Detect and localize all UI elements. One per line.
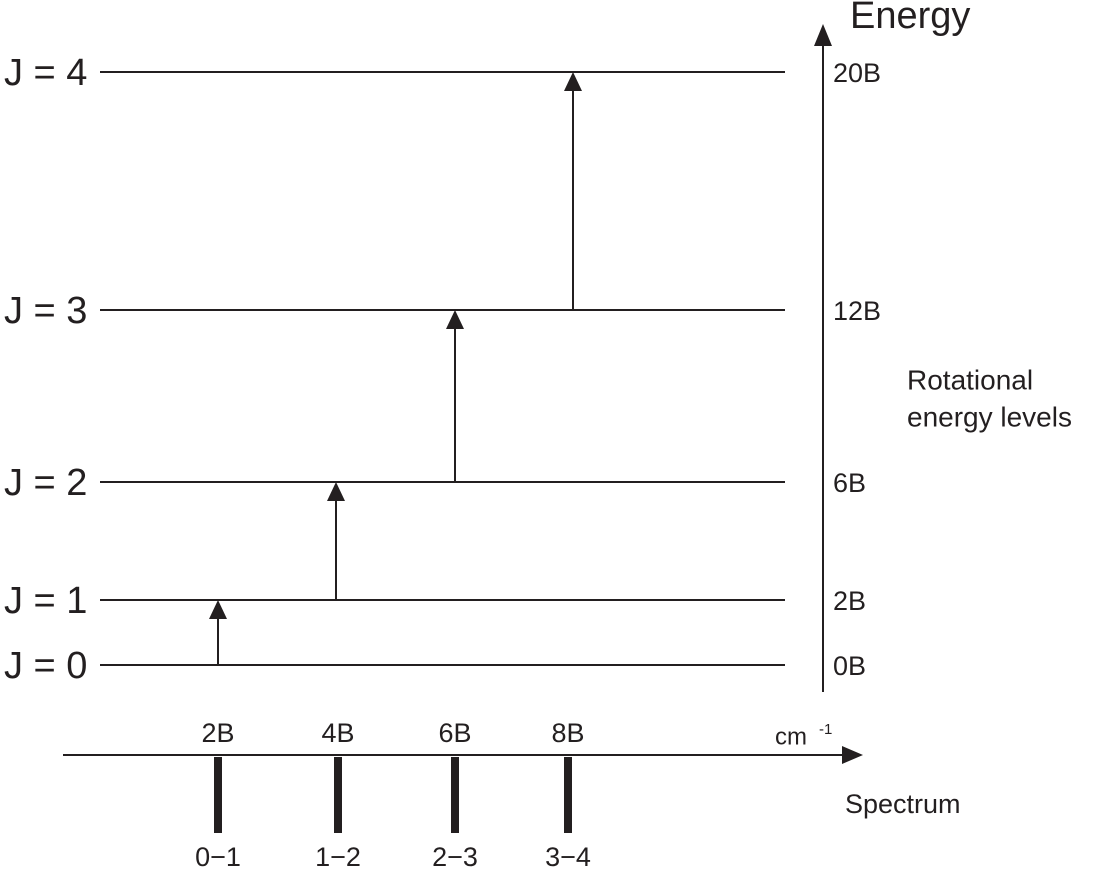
transition-arrowhead: [209, 600, 227, 619]
level-label: J = 3: [4, 290, 87, 332]
spectrum-line: [334, 757, 342, 833]
level-energy: 0B: [833, 651, 866, 681]
spectrum-position: 2B: [201, 718, 234, 748]
level-label: J = 4: [4, 52, 87, 94]
level-energy: 12B: [833, 296, 881, 326]
content: J = 0 0B J = 1 2B J = 2 6B J = 3 12B J = 4 20B 2B 0…: [4, 52, 881, 872]
side-label: Rotational: [907, 364, 1033, 395]
spectrum-transition: 0−1: [195, 842, 241, 872]
level-energy: 2B: [833, 586, 866, 616]
spectrum-transition: 1−2: [315, 842, 361, 872]
spectrum-line: [214, 757, 222, 833]
spectrum-line: [451, 757, 459, 833]
level-label: J = 0: [4, 645, 87, 687]
level-label: J = 2: [4, 462, 87, 504]
side-label: energy levels: [907, 401, 1072, 432]
spectrum-line: [564, 757, 572, 833]
spectrum-transition: 2−3: [432, 842, 478, 872]
axis-title: Energy: [850, 0, 970, 37]
transition-arrowhead: [327, 482, 345, 501]
energy-arrowhead: [814, 24, 832, 46]
level-label: J = 1: [4, 580, 87, 622]
spectrum-position: 8B: [551, 718, 584, 748]
spectrum-position: 4B: [321, 718, 354, 748]
unit: cm: [775, 723, 807, 750]
transition-arrowhead: [564, 72, 582, 91]
unit-exponent: -1: [819, 721, 832, 738]
transition-arrowhead: [446, 310, 464, 329]
spectrum-arrowhead: [842, 746, 863, 764]
spectrum-transition: 3−4: [545, 842, 591, 872]
level-energy: 20B: [833, 58, 881, 88]
level-energy: 6B: [833, 468, 866, 498]
spectrum-title: Spectrum: [845, 789, 961, 819]
spectrum-position: 6B: [438, 718, 471, 748]
